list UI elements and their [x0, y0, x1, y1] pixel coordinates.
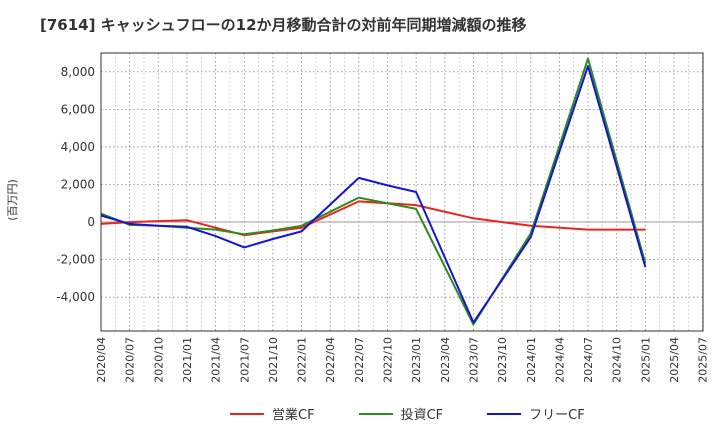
chart-title: [7614] キャッシュフローの12か月移動合計の対前年同期増減額の推移 [40, 16, 527, 34]
x-tick-label: 2021/10 [267, 337, 280, 383]
x-tick-label: 2025/04 [668, 337, 681, 383]
y-axis-label: (百万円) [6, 179, 19, 221]
x-tick-label: 2022/10 [382, 337, 395, 383]
x-tick-label: 2023/10 [496, 337, 509, 383]
x-tick-labels: 2020/04 2020/07 2020/10 2021/01 2021/04 2021/… [95, 337, 710, 383]
legend-label: 営業CF [272, 408, 315, 423]
series-lines [100, 57, 647, 326]
x-tick-label: 2023/07 [467, 337, 480, 383]
y-tick-label: 0 [87, 215, 95, 229]
x-tick-label: 2021/01 [181, 337, 194, 383]
x-tick-label: 2021/04 [210, 337, 223, 383]
legend-item: 営業CF [230, 404, 315, 423]
x-tick-label: 2020/10 [152, 337, 165, 383]
plot-frame [100, 52, 704, 332]
x-tick-label: 2025/01 [639, 337, 652, 383]
legend-item: 投資CF [358, 404, 444, 423]
x-tick-label: 2020/04 [95, 337, 108, 383]
x-tick-label: 2023/04 [439, 337, 452, 383]
y-tick-label: 6,000 [61, 102, 95, 116]
series-line [100, 200, 646, 237]
y-tick-label: 4,000 [61, 140, 95, 154]
legend: 営業CF 投資CF フリーCF [230, 404, 585, 423]
x-tick-label: 2024/07 [582, 337, 595, 383]
x-tick-label: 2022/07 [353, 337, 366, 383]
y-tick-label: -2,000 [56, 253, 95, 267]
legend-label: フリーCF [529, 408, 585, 423]
x-tick-label: 2024/01 [525, 337, 538, 383]
x-tick-label: 2025/07 [697, 337, 710, 383]
legend-label: 投資CF [400, 408, 444, 423]
grid [100, 53, 704, 331]
x-tick-label: 2022/01 [296, 337, 309, 383]
legend-swatch [358, 412, 393, 415]
x-tick-label: 2020/07 [124, 337, 137, 383]
y-tick-label: 2,000 [61, 177, 95, 191]
y-tick-label: -4,000 [56, 290, 95, 304]
x-tick-label: 2024/10 [611, 337, 624, 383]
legend-swatch [487, 412, 522, 415]
y-tick-label: 8,000 [61, 65, 95, 79]
y-tick-labels: 8,000 6,000 4,000 2,000 0 -2,000 -4,000 [56, 65, 95, 304]
x-tick-label: 2023/01 [410, 337, 423, 383]
x-tick-label: 2024/04 [553, 337, 566, 383]
legend-item: フリーCF [487, 404, 585, 423]
series-line [100, 65, 647, 324]
x-tick-label: 2022/04 [324, 337, 337, 383]
legend-swatch [230, 412, 264, 415]
x-tick-label: 2021/07 [238, 337, 251, 383]
